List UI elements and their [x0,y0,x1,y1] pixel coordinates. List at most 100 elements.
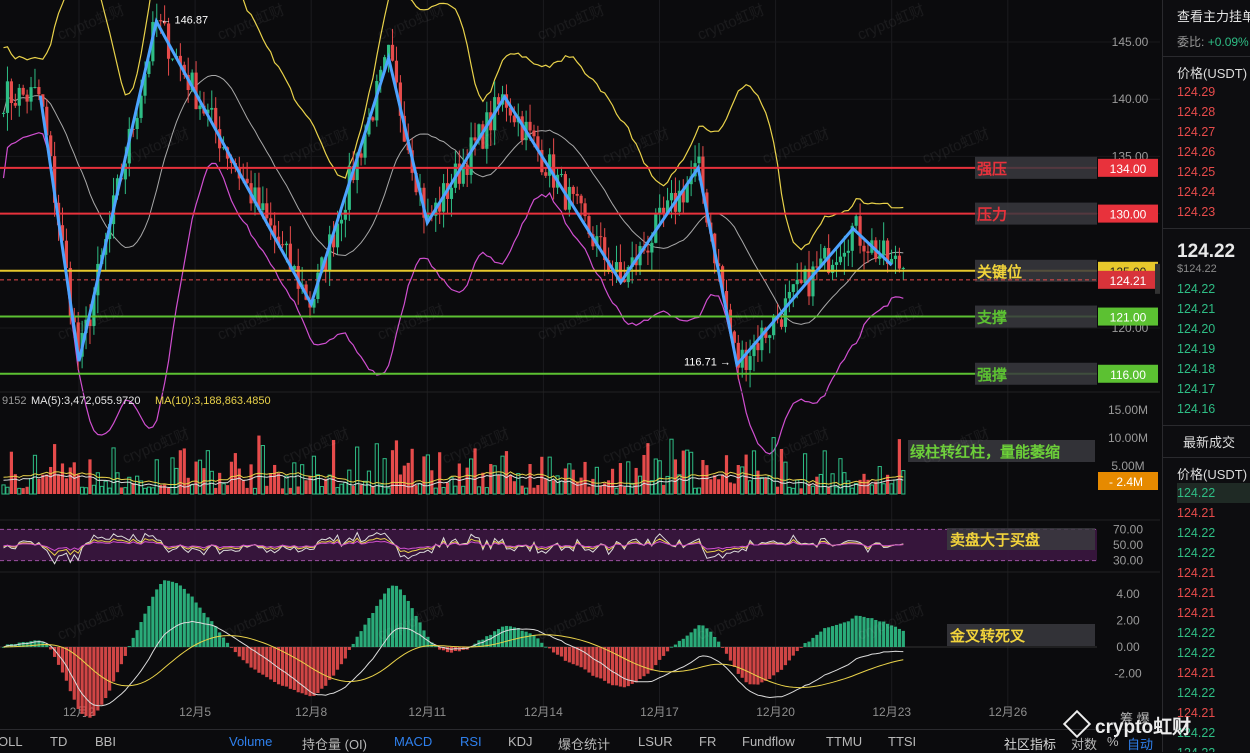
volume-bar [528,464,532,494]
candle-body [815,266,819,268]
macd-histogram-bar [347,647,351,650]
bid-price[interactable]: 124.22 [1177,282,1216,296]
trades-price-header: 价格(USDT) [1177,467,1248,482]
macd-histogram-bar [552,647,556,653]
level-label: 压力 [977,206,1007,224]
macd-histogram-bar [88,647,92,718]
watermark-text: crypto虹财 [695,601,767,643]
candle-body [752,343,756,357]
macd-histogram-bar [76,647,80,709]
main-orders-link[interactable]: 查看主力挂单 [1177,9,1250,24]
ask-price[interactable]: 124.27 [1177,125,1216,139]
ask-price[interactable]: 124.28 [1177,105,1216,119]
bid-price[interactable]: 124.21 [1177,302,1216,316]
ask-price[interactable]: 124.24 [1177,185,1216,199]
indicator-tab[interactable]: RSI [460,734,482,749]
candle-body [60,225,65,241]
macd-histogram-bar [842,622,846,647]
indicator-tab[interactable]: 爆仓统计 [558,737,611,752]
volume-bar [540,456,544,494]
candle-body [528,121,532,131]
indicator-tab[interactable]: TD [50,734,68,749]
volume-bar [386,487,391,495]
macd-histogram-bar [257,647,261,673]
ask-price[interactable]: 124.23 [1177,205,1216,219]
indicator-tab[interactable]: % [1107,734,1119,749]
indicator-tab[interactable]: OLL [0,734,23,749]
candle-body [685,184,689,203]
indicator-tab[interactable]: LSUR [638,734,673,749]
indicator-tab[interactable]: BBI [95,734,116,749]
bid-price[interactable]: 124.19 [1177,342,1216,356]
macd-histogram-bar [882,621,886,647]
macd-histogram-bar [316,647,320,694]
macd-histogram-bar [178,585,182,647]
candle-body [885,240,890,264]
candle-body [261,203,265,211]
macd-histogram-bar [166,580,171,647]
indicator-tab[interactable]: MACD [394,734,433,749]
macd-histogram-bar [312,647,316,696]
kline-chart[interactable]: 12月2 12月5 12月8 12月11 12月14 12月17 12月20 12月23 12月… [0,0,1160,752]
recent-trades-header[interactable]: 最新成交 [1183,435,1236,450]
indicator-tab[interactable]: TTSI [888,734,917,749]
indicator-tab[interactable]: 社区指标 [1004,737,1057,752]
indicator-tab[interactable]: Volume [229,734,273,749]
bid-price[interactable]: 124.17 [1177,382,1216,396]
volume-bar [563,468,568,494]
macd-histogram-bar [520,630,524,647]
macd-histogram-bar [17,642,21,647]
macd-histogram-bar [111,647,116,682]
macd-histogram-bar [583,647,587,670]
macd-histogram-bar [163,580,167,647]
volume-bar [186,477,190,494]
indicator-tab[interactable]: 持仓量 (OI) [302,737,367,752]
ask-price[interactable]: 124.26 [1177,145,1216,159]
volume-bar [218,472,222,494]
candle-body [92,295,96,326]
macd-histogram-bar [139,622,143,647]
volume-bar [433,487,438,495]
volume-bar [481,472,485,494]
candle-body [394,60,399,83]
macd-histogram-bar [80,647,84,714]
candle-body [830,264,835,273]
candle-body [748,356,752,371]
rsi-tick-label: 70.00 [1113,522,1143,536]
macd-histogram-bar [151,596,155,647]
candle-body [9,81,13,104]
macd-histogram-bar [296,647,300,693]
candle-body [312,299,316,308]
volume-bar [53,444,57,494]
indicator-tab[interactable]: 自动 [1127,737,1154,752]
volume-bar [665,475,670,495]
bid-price[interactable]: 124.18 [1177,362,1216,376]
macd-histogram-bar [25,642,29,647]
macd-histogram-bar [449,647,454,653]
macd-histogram-bar [331,647,336,676]
indicator-tab[interactable]: 对数 [1071,737,1098,752]
indicator-tab[interactable]: KDJ [508,734,533,749]
trade-row: 124.22 [1177,483,1250,503]
ratio-value: +0.09% [1207,35,1249,49]
trade-row: 124.21 [1177,586,1216,600]
macd-histogram-bar [104,647,108,699]
boll-upper-line [3,0,904,251]
bid-list: 124.22 124.21 124.20 124.19 124.18 124.17 124.… [1163,279,1250,419]
ask-price[interactable]: 124.25 [1177,165,1216,179]
indicator-tab[interactable]: TTMU [826,734,863,749]
candle-body [838,256,843,263]
indicator-tab[interactable]: Fundflow [742,734,795,749]
price-scroll-handle [1155,263,1160,294]
panel-toggle-buttons[interactable]: 筹 爆 [1120,711,1150,726]
volume-annotation-bg [908,440,1095,462]
trade-list: 124.22 124.21 124.22 124.22 124.21 124.21 124.… [1163,483,1250,752]
bid-price[interactable]: 124.20 [1177,322,1216,336]
indicator-tab[interactable]: FR [699,734,717,749]
macd-histogram-bar [862,616,866,647]
ask-price[interactable]: 124.29 [1177,85,1216,99]
volume-bar [740,466,745,495]
bid-price[interactable]: 124.16 [1177,402,1216,416]
x-tick-label: 12月20 [756,705,795,719]
candle-body [823,247,827,259]
